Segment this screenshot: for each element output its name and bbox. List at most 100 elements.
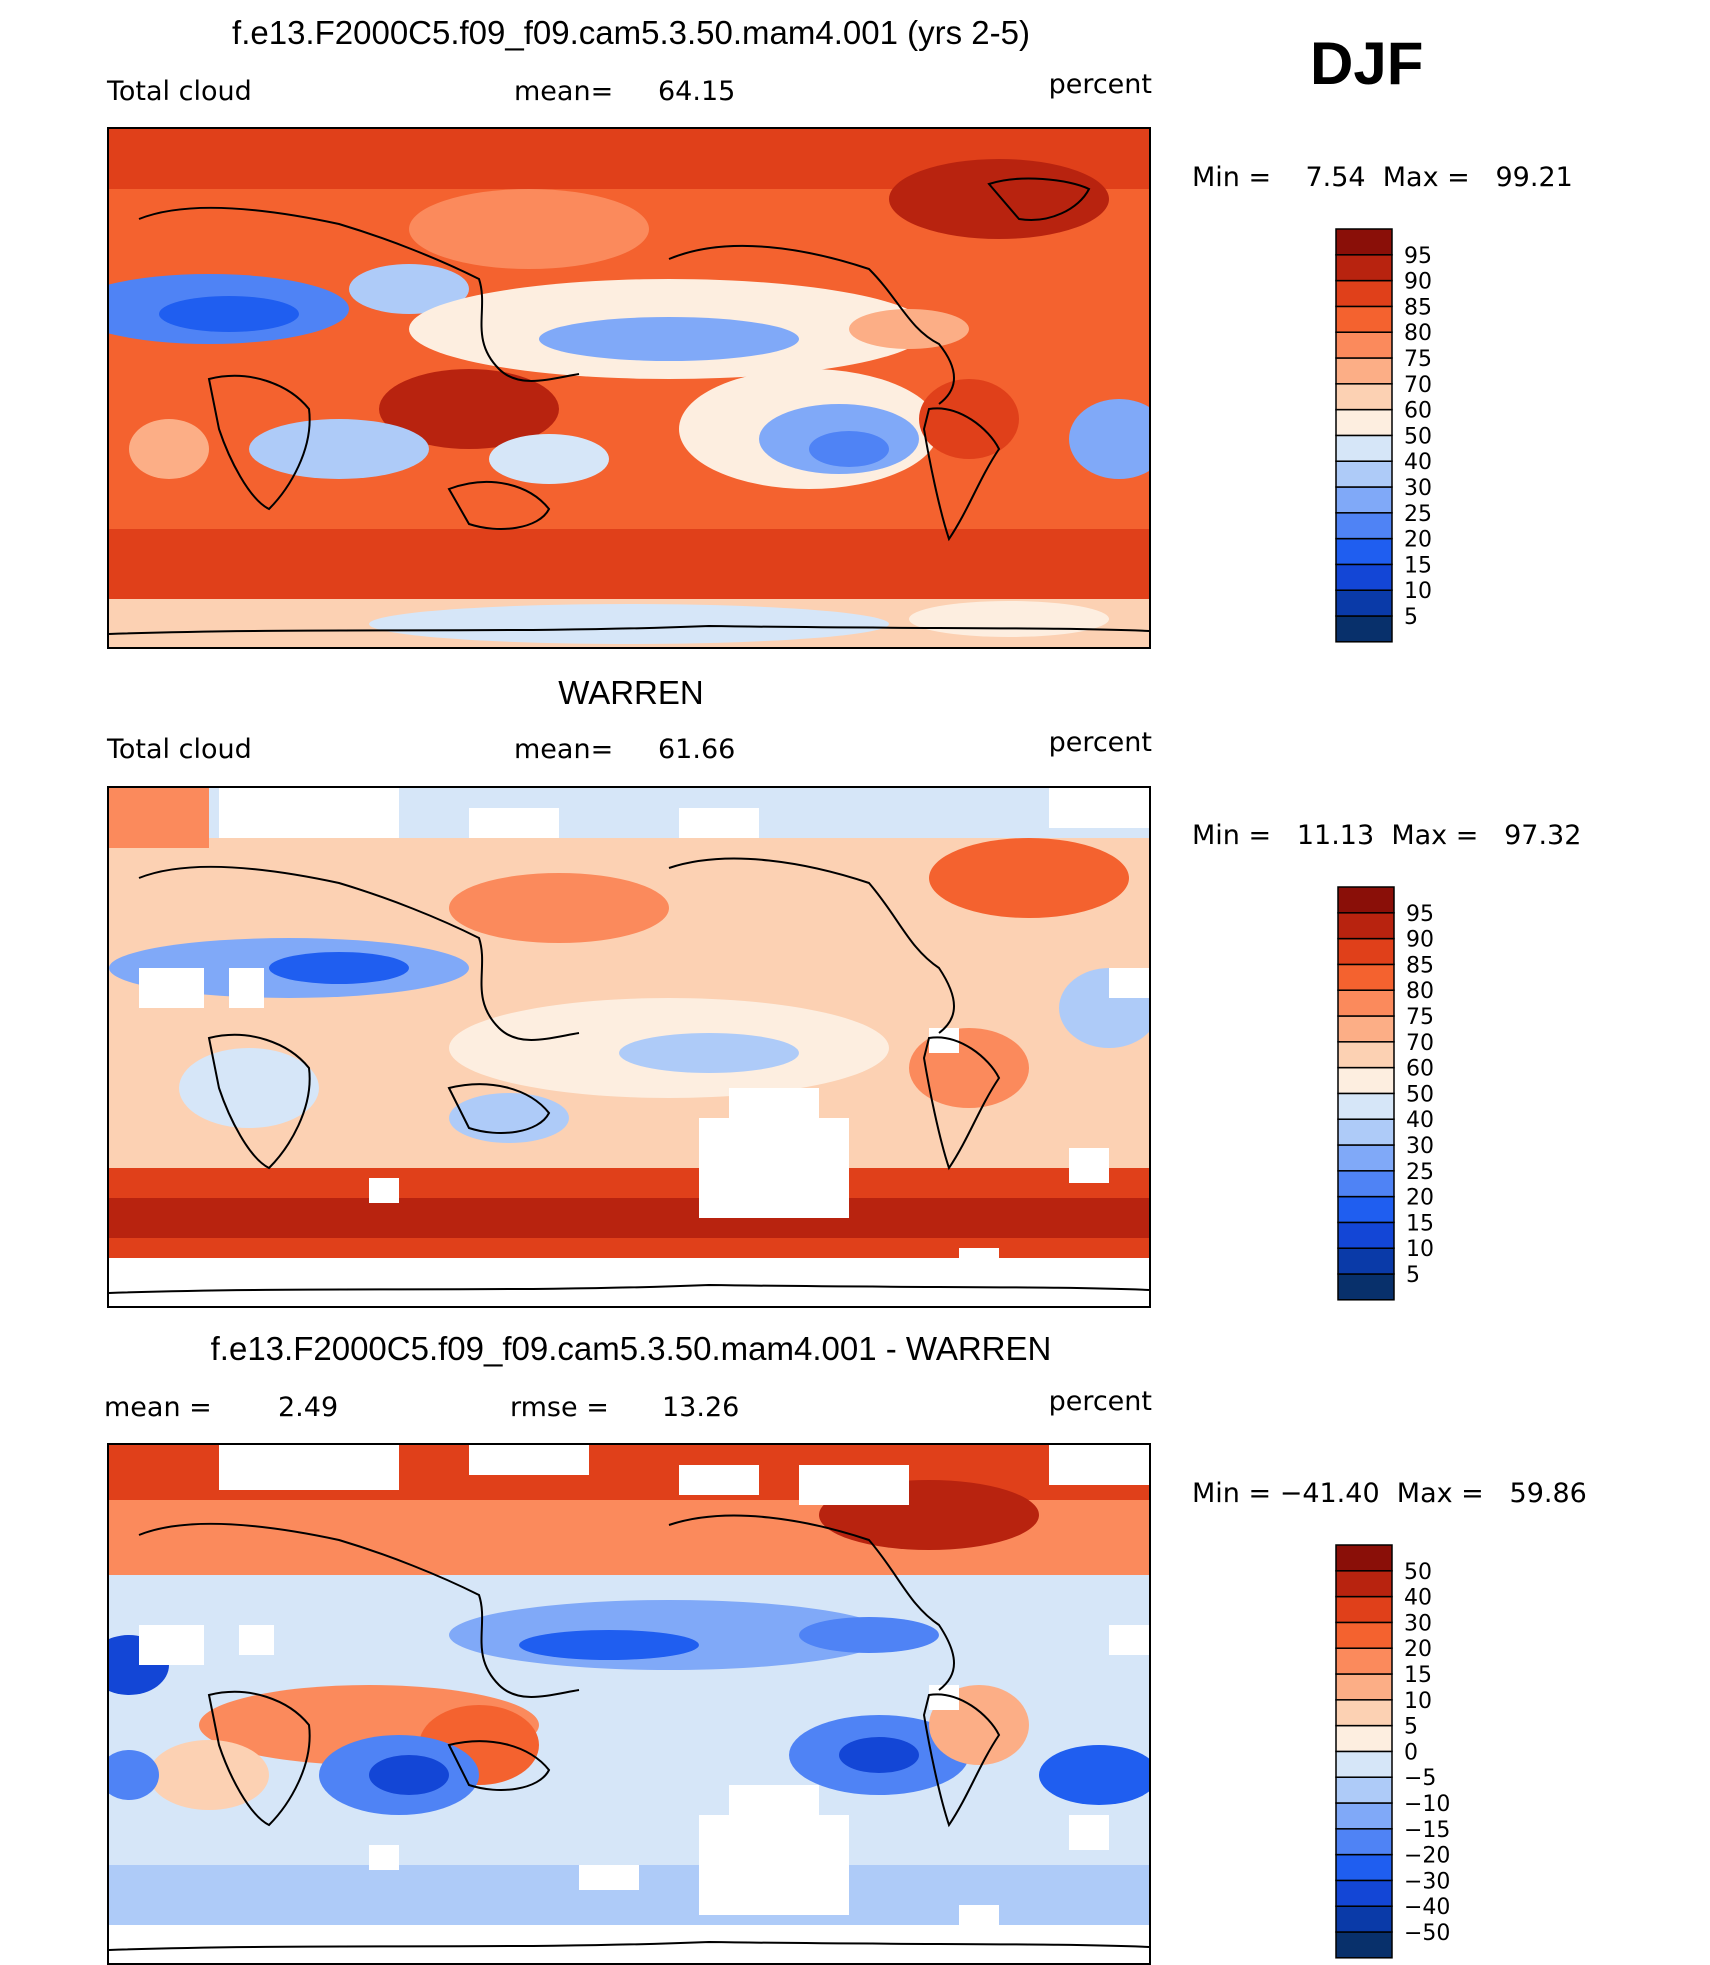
colorbar-swatch [1335,1828,1393,1856]
colorbar-tick-label: 40 [1404,450,1432,475]
colorbar-tick-label: 20 [1404,528,1432,553]
colorbar-tick-label: 80 [1404,321,1432,346]
mean-label: mean = [104,1392,212,1423]
colorbar-swatch [1337,1273,1395,1301]
variable-label: Total cloud [107,734,252,765]
colorbar-swatch [1335,1750,1393,1778]
panel-title: WARREN [558,674,704,711]
colorbar-swatch [1337,963,1395,991]
colorbar-swatch [1337,912,1395,940]
colorbar-swatch [1335,589,1393,617]
contour-map [109,788,1149,1306]
colorbar-swatch [1335,1621,1393,1649]
colorbar-tick-label: 80 [1406,979,1434,1004]
colorbar-swatch [1335,486,1393,514]
units-label: percent [1048,69,1152,100]
colorbar-tick-label: 5 [1406,1263,1420,1288]
colorbar-tick-label: 90 [1406,928,1434,953]
colorbar-swatch [1335,512,1393,540]
colorbar-swatch [1335,279,1393,308]
colorbar-tick-label: −15 [1404,1818,1450,1843]
units-label: percent [1048,1386,1152,1417]
colorbar-tick-label: −20 [1404,1844,1450,1869]
colorbar-tick-label: 10 [1404,579,1432,604]
colorbar-tick-label: 60 [1404,399,1432,424]
colorbar-tick-label: 25 [1406,1160,1434,1185]
colorbar-swatch [1335,1879,1393,1907]
colorbar-swatch [1337,1221,1395,1249]
colorbar-tick-label: 50 [1404,1560,1432,1585]
panel-title: f.e13.F2000C5.f09_f09.cam5.3.50.mam4.001… [232,14,1030,51]
colorbar: 5 10 15 20 25 30 40 50 60 70 75 80 85 90 95 [1334,227,1494,647]
variable-label: Total cloud [107,76,252,107]
colorbar-swatch [1335,408,1393,437]
colorbar-swatch [1337,1041,1395,1069]
colorbar-swatch [1335,434,1393,462]
panel-title: f.e13.F2000C5.f09_f09.cam5.3.50.mam4.001… [210,1330,1052,1367]
rmse-label: rmse = [510,1392,609,1423]
colorbar-tick-label: 50 [1404,424,1432,449]
colorbar-swatch [1335,1802,1393,1830]
colorbar-swatch [1337,1015,1395,1043]
mean-value: 2.49 [278,1392,339,1423]
colorbar-swatch [1335,1776,1393,1804]
colorbar-tick-label: 75 [1404,347,1432,372]
colorbar-swatch [1335,1673,1393,1701]
colorbar-tick-label: −40 [1404,1895,1450,1920]
colorbar-tick-label: 25 [1404,502,1432,527]
colorbar-tick-label: −10 [1404,1792,1450,1817]
colorbar-tick-label: 95 [1404,244,1432,269]
colorbar-tick-label: 85 [1406,953,1434,978]
contour-map [109,1445,1149,1963]
colorbar-tick-label: 10 [1404,1689,1432,1714]
colorbar-tick-label: 70 [1404,373,1432,398]
min-max-label: Min = −41.40 Max = 59.86 [1192,1478,1587,1509]
map-panel [107,786,1151,1308]
map-panel [107,127,1151,649]
colorbar-tick-label: 15 [1404,553,1432,578]
colorbar-tick-label: 0 [1404,1740,1418,1765]
colorbar-tick-label: 15 [1404,1663,1432,1688]
contour-map [109,129,1149,647]
colorbar-tick-label: 90 [1404,270,1432,295]
mean-label: mean= [514,734,614,765]
colorbar-tick-label: 40 [1406,1108,1434,1133]
units-label: percent [1048,727,1152,758]
colorbar-tick-label: 40 [1404,1586,1432,1611]
min-max-label: Min = 7.54 Max = 99.21 [1192,162,1573,193]
min-max-label: Min = 11.13 Max = 97.32 [1192,820,1582,851]
colorbar-tick-label: 85 [1404,295,1432,320]
mean-value: 61.66 [658,734,736,765]
colorbar-tick-label: 20 [1406,1186,1434,1211]
colorbar-swatch [1335,1724,1393,1753]
colorbar-swatch [1337,1170,1395,1198]
colorbar-tick-label: 60 [1406,1057,1434,1082]
colorbar-swatch [1335,1595,1393,1624]
colorbar-tick-label: 5 [1404,1715,1418,1740]
map-panel [107,1443,1151,1965]
colorbar-swatch [1335,228,1393,256]
colorbar-swatch [1335,1544,1393,1572]
colorbar-tick-label: −5 [1404,1766,1436,1791]
colorbar-tick-label: 10 [1406,1237,1434,1262]
colorbar-swatch [1337,989,1395,1017]
colorbar-swatch [1335,1853,1393,1882]
colorbar-tick-label: 75 [1406,1005,1434,1030]
colorbar-swatch [1337,886,1395,914]
colorbar-swatch [1335,357,1393,385]
colorbar-swatch [1335,1647,1393,1675]
colorbar-swatch [1335,460,1393,488]
colorbar-swatch [1337,1092,1395,1120]
mean-label: mean= [514,76,614,107]
colorbar: −50 −40 −30 −20 −15 −10 −5 0 5 10 15 20 30 40 50 [1334,1543,1504,1963]
colorbar-tick-label: −50 [1404,1921,1450,1946]
colorbar-tick-label: −30 [1404,1869,1450,1894]
colorbar-swatch [1335,537,1393,566]
colorbar-swatch [1337,1247,1395,1275]
colorbar-swatch [1337,1144,1395,1172]
colorbar-tick-label: 70 [1406,1031,1434,1056]
colorbar-tick-label: 15 [1406,1211,1434,1236]
colorbar-swatch [1335,563,1393,591]
colorbar-tick-label: 20 [1404,1637,1432,1662]
colorbar-swatch [1335,1905,1393,1933]
